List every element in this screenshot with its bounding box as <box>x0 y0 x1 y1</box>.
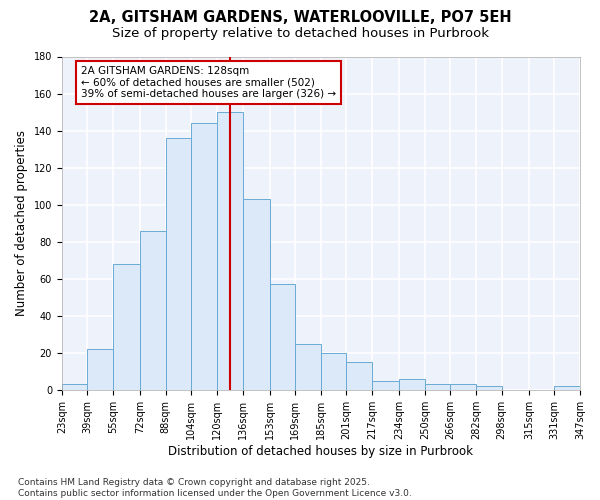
Bar <box>191 123 217 390</box>
Y-axis label: Number of detached properties: Number of detached properties <box>15 130 28 316</box>
Bar <box>346 362 372 390</box>
Text: Size of property relative to detached houses in Purbrook: Size of property relative to detached ho… <box>112 28 488 40</box>
Bar <box>476 386 502 390</box>
Bar <box>399 378 425 390</box>
Bar <box>166 138 191 390</box>
Text: 2A GITSHAM GARDENS: 128sqm
← 60% of detached houses are smaller (502)
39% of sem: 2A GITSHAM GARDENS: 128sqm ← 60% of deta… <box>81 66 336 99</box>
Bar <box>113 264 140 390</box>
Text: Contains HM Land Registry data © Crown copyright and database right 2025.
Contai: Contains HM Land Registry data © Crown c… <box>18 478 412 498</box>
Bar <box>88 349 113 390</box>
Bar <box>140 230 166 390</box>
Bar <box>321 353 346 390</box>
Bar <box>270 284 295 390</box>
Bar <box>295 344 321 390</box>
Text: 2A, GITSHAM GARDENS, WATERLOOVILLE, PO7 5EH: 2A, GITSHAM GARDENS, WATERLOOVILLE, PO7 … <box>89 10 511 25</box>
Bar <box>217 112 242 390</box>
X-axis label: Distribution of detached houses by size in Purbrook: Distribution of detached houses by size … <box>169 444 473 458</box>
Bar <box>62 384 88 390</box>
Bar <box>372 380 399 390</box>
Bar <box>451 384 476 390</box>
Bar <box>554 386 580 390</box>
Bar <box>425 384 451 390</box>
Bar <box>242 199 270 390</box>
